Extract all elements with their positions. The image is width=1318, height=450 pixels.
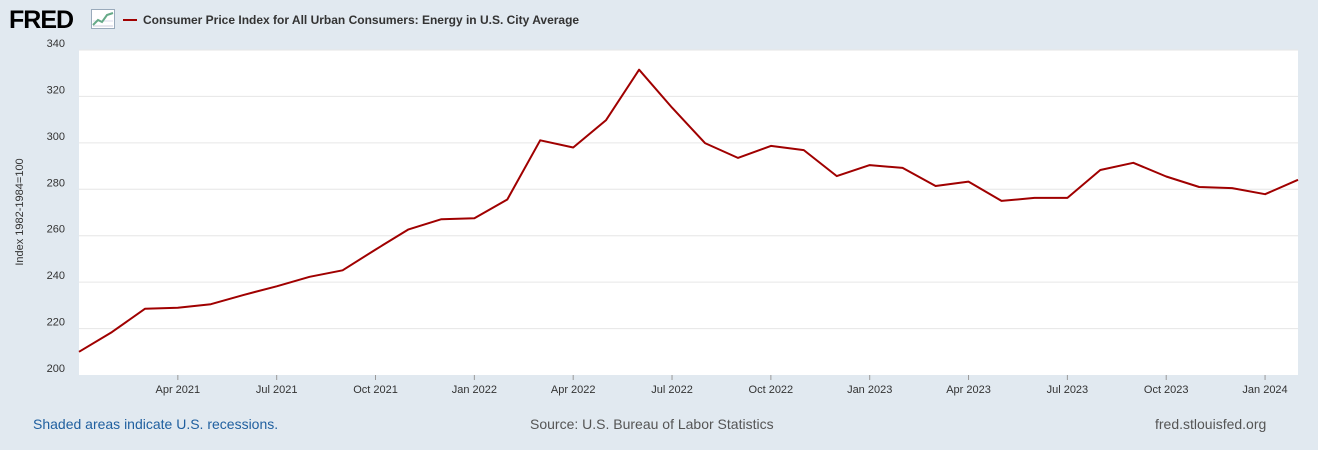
y-tick-label: 260 bbox=[47, 224, 65, 236]
y-tick-label: 340 bbox=[47, 38, 65, 50]
recession-note-link[interactable]: Shaded areas indicate U.S. recessions. bbox=[33, 416, 279, 432]
y-tick-label: 240 bbox=[47, 270, 65, 282]
x-axis: Apr 2021 Jul 2021 Oct 2021 Jan 2022 Apr 2022… bbox=[156, 375, 1288, 396]
x-tick-label: Jul 2021 bbox=[256, 384, 298, 396]
x-tick-label: Jan 2023 bbox=[847, 384, 892, 396]
x-tick-label: Apr 2023 bbox=[946, 384, 991, 396]
source-text: Source: U.S. Bureau of Labor Statistics bbox=[530, 416, 774, 432]
legend-swatch bbox=[123, 19, 137, 21]
fred-logo[interactable]: FRED bbox=[9, 6, 74, 34]
x-tick-label: Apr 2022 bbox=[551, 384, 596, 396]
y-axis: 200 220 240 260 280 300 320 340 bbox=[47, 38, 65, 375]
grid-lines bbox=[79, 49, 1298, 330]
line-chart-icon bbox=[91, 9, 115, 29]
y-tick-label: 220 bbox=[47, 317, 65, 329]
plot-area bbox=[79, 50, 1298, 375]
y-tick-label: 300 bbox=[47, 131, 65, 143]
series-line[interactable] bbox=[78, 68, 1299, 353]
y-tick-label: 200 bbox=[47, 363, 65, 375]
line-chart: 200 220 240 260 280 300 320 340 Apr 2021 Jul 202… bbox=[14, 38, 1299, 396]
x-tick-label: Jul 2023 bbox=[1047, 384, 1089, 396]
x-tick-label: Apr 2021 bbox=[156, 384, 201, 396]
x-tick-label: Jul 2022 bbox=[651, 384, 693, 396]
chart-header: FRED Consumer Price Index for All Urban … bbox=[0, 0, 1318, 40]
x-tick-label: Oct 2022 bbox=[749, 384, 794, 396]
series-layer bbox=[78, 68, 1299, 353]
x-tick-label: Jan 2022 bbox=[452, 384, 497, 396]
x-tick-label: Jan 2024 bbox=[1242, 384, 1287, 396]
x-tick-label: Oct 2023 bbox=[1144, 384, 1189, 396]
legend-label: Consumer Price Index for All Urban Consu… bbox=[143, 13, 580, 27]
x-tick-label: Oct 2021 bbox=[353, 384, 398, 396]
y-tick-label: 280 bbox=[47, 177, 65, 189]
y-tick-label: 320 bbox=[47, 84, 65, 96]
fred-url-link[interactable]: fred.stlouisfed.org bbox=[1155, 416, 1267, 432]
y-axis-label: Index 1982-1984=100 bbox=[14, 158, 26, 265]
